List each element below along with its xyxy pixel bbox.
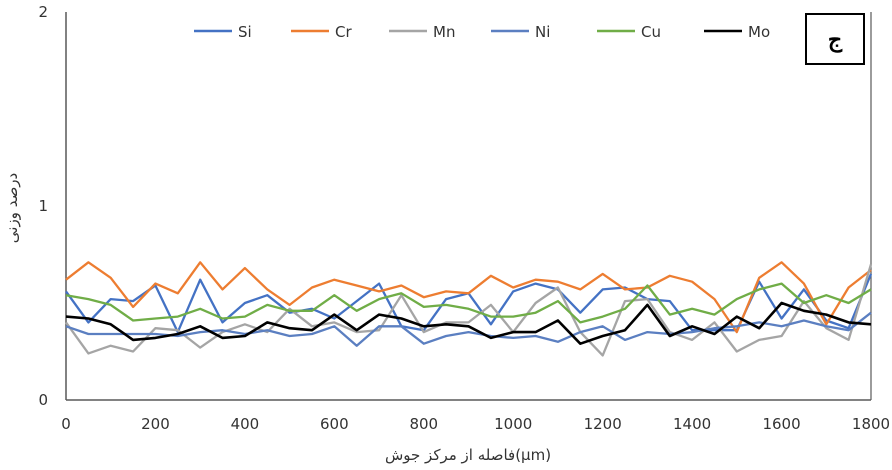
panel-label-box: ج — [805, 13, 865, 65]
y-axis-title: درصد وزنی — [3, 173, 21, 243]
y-tick-label: 0 — [38, 391, 48, 409]
x-tick-label: 0 — [61, 415, 71, 433]
x-tick-label: 1600 — [762, 415, 800, 433]
legend-label-mo: Mo — [748, 23, 770, 41]
panel-label: ج — [828, 27, 843, 53]
axes: 0 200 400 600 800 1000 1200 1400 1600 1800 0 1 2 — [38, 3, 890, 433]
x-tick-label: 200 — [141, 415, 170, 433]
legend-label-cu: Cu — [641, 23, 661, 41]
legend-label-ni: Ni — [535, 23, 550, 41]
series-line-mo — [65, 301, 872, 346]
x-tick-label: 1000 — [494, 415, 532, 433]
legend-label-cr: Cr — [335, 23, 352, 41]
legend-label-si: Si — [238, 23, 252, 41]
x-axis-title: فاصله از مرکز جوش(μm) — [385, 446, 551, 464]
series-line-cu — [65, 282, 872, 324]
y-tick-label: 2 — [38, 3, 48, 21]
legend: Si Cr Mn Ni Cu Mo — [194, 23, 770, 41]
x-tick-label: 1200 — [584, 415, 622, 433]
x-tick-label: 1800 — [852, 415, 890, 433]
x-tick-label: 600 — [320, 415, 349, 433]
y-tick-label: 1 — [38, 197, 48, 215]
legend-label-mn: Mn — [433, 23, 455, 41]
x-tick-label: 800 — [409, 415, 438, 433]
series-line-mn — [65, 263, 873, 357]
series-lines — [65, 261, 873, 357]
series-line-ni — [65, 311, 872, 347]
x-tick-label: 1400 — [673, 415, 711, 433]
series-line-cr — [65, 261, 872, 334]
x-tick-label: 400 — [231, 415, 260, 433]
